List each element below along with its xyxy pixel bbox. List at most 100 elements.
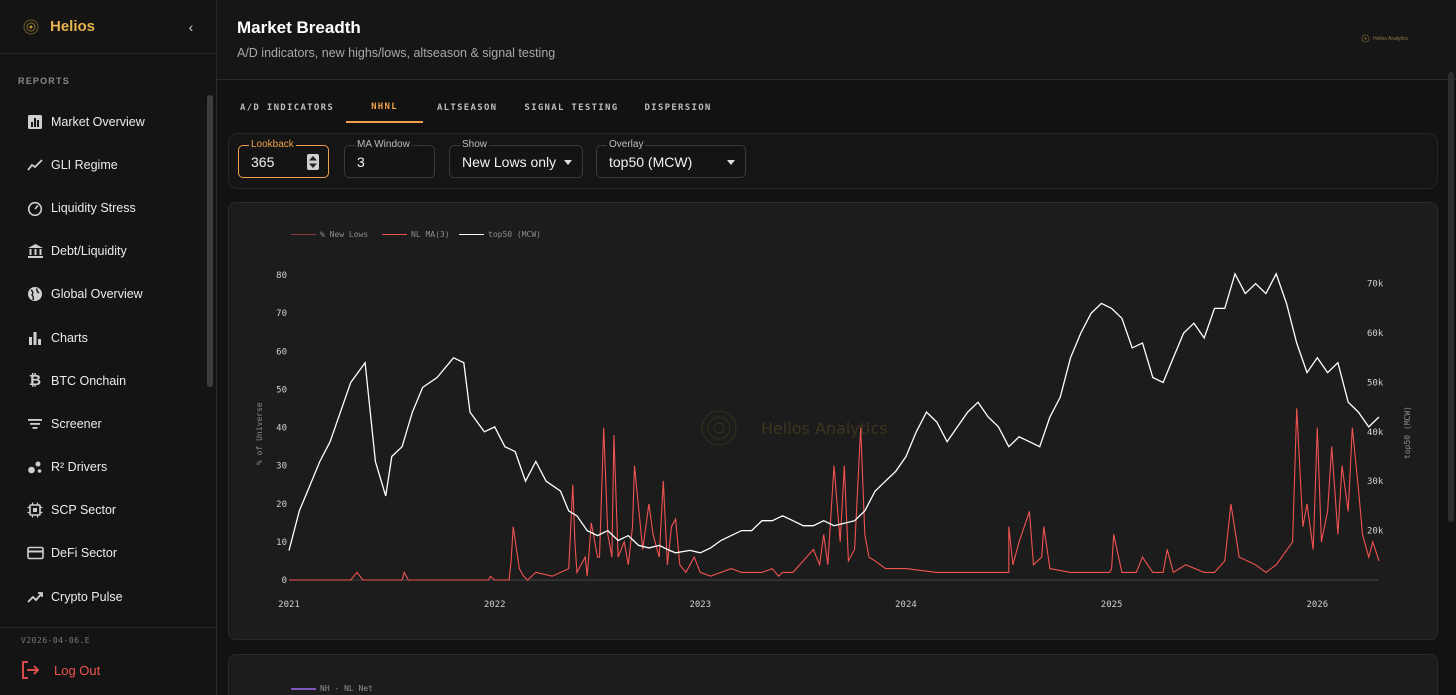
y-right-tick-label: 60k [1367,329,1384,339]
tab-altseason[interactable]: ALTSEASON [436,102,498,113]
sidebar-item-r2-drivers[interactable]: R² Drivers [0,446,206,489]
sidebar-item-label: SCP Sector [51,503,117,518]
sidebar-item-label: Charts [51,330,88,345]
logout-button[interactable]: Log Out [20,660,100,680]
y-tick-label: 30 [276,462,287,472]
page-subtitle: A/D indicators, new highs/lows, altseaso… [237,46,556,60]
trend-line-icon [26,156,44,174]
y-tick-label: 0 [282,576,287,586]
overlay-label: Overlay [607,139,646,150]
sidebar-item-label: Liquidity Stress [51,200,136,215]
show-label: Show [460,139,490,150]
tab-bar: A/D INDICATORS NHNL ALTSEASON SIGNAL TES… [228,92,725,124]
sidebar-item-label: Debt/Liquidity [51,244,127,259]
trend-up-icon [26,588,44,606]
legend-swatch [459,233,484,236]
sidebar-item-scp-sector[interactable]: SCP Sector [0,489,206,532]
page-scrollbar-thumb[interactable] [1448,72,1454,522]
watermark-text: Helios Analytics [761,419,888,438]
sidebar-item-liquidity-stress[interactable]: Liquidity Stress [0,186,206,229]
legend-item-new-lows[interactable]: % New Lows [291,230,368,239]
logout-label: Log Out [54,662,101,678]
header-watermark: Helios Analytics [1361,34,1408,43]
filter-lines-icon [26,415,44,433]
helios-logo-icon [23,19,39,34]
x-tick-label: 2025 [1101,600,1123,610]
y-right-tick-label: 40k [1367,428,1384,438]
overlay-select[interactable]: Overlay top50 (MCW) [596,139,746,178]
sidebar-item-debt-liquidity[interactable]: Debt/Liquidity [0,230,206,273]
sidebar-item-label: Market Overview [51,114,145,129]
tab-signal-testing[interactable]: SIGNAL TESTING [524,102,619,113]
brand[interactable]: Helios [0,0,216,54]
legend-swatch [291,233,316,236]
ma-window-label: MA Window [355,139,412,150]
collapse-sidebar-icon[interactable]: ‹ [188,19,194,35]
y-tick-label: 40 [276,424,287,434]
legend-label: % New Lows [320,230,369,239]
x-axis-ticks: 2021 2022 2023 2024 2025 2026 [278,600,1328,610]
sidebar-item-gli-regime[interactable]: GLI Regime [0,143,206,186]
y-tick-label: 20 [276,500,287,510]
sidebar-item-label: DeFi Sector [51,546,117,561]
y-right-tick-label: 70k [1367,280,1384,290]
controls-bar: Lookback 365 MA Window 3 Show New Lows o… [228,133,1438,189]
y-right-tick-label: 30k [1367,477,1384,487]
x-tick-label: 2024 [895,600,917,610]
sidebar-item-label: R² Drivers [51,460,108,475]
sidebar-item-market-overview[interactable]: Market Overview [0,100,206,143]
legend-item-nh-nl-net[interactable]: NH - NL Net [291,684,373,693]
bitcoin-icon: ₿ [28,372,42,390]
sidebar-item-label: BTC Onchain [51,373,127,388]
scatter-icon [26,458,44,476]
sidebar: Helios ‹ REPORTS Market Overview GLI Reg… [0,0,217,695]
legend-swatch [382,233,407,236]
sidebar-item-defi-sector[interactable]: DeFi Sector [0,532,206,575]
brand-name: Helios [50,18,96,35]
sidebar-item-screener[interactable]: Screener [0,402,206,445]
sidebar-scrollbar-thumb[interactable] [207,95,213,387]
sidebar-item-label: Crypto Pulse [51,589,123,604]
nhnl-chart[interactable]: Helios Analytics 0 10 20 30 40 50 60 70 80 20k 30… [229,203,1437,639]
bar-chart-icon [26,329,44,347]
sidebar-item-label: GLI Regime [51,157,118,172]
card-icon [26,544,44,562]
sidebar-item-global-overview[interactable]: Global Overview [0,273,206,316]
nhnl-chart-card: % New Lows NL MA(3) top50 (MCW) Helios A… [228,202,1438,640]
y-tick-label: 60 [276,347,287,357]
bar-chart-box-icon [26,113,44,131]
lookback-value: 365 [251,154,275,170]
show-select[interactable]: Show New Lows only [449,139,583,178]
page-title: Market Breadth [237,18,361,37]
y-axis-ticks: 0 10 20 30 40 50 60 70 80 [276,271,287,586]
spinner-icon[interactable] [307,154,319,170]
x-tick-label: 2021 [278,600,300,610]
helios-logo-icon [1361,34,1370,43]
y-right-tick-label: 20k [1367,527,1384,537]
y-right-axis-label: top50 (MCW) [1403,406,1412,459]
sidebar-item-crypto-pulse[interactable]: Crypto Pulse [0,575,206,618]
tab-dispersion[interactable]: DISPERSION [644,102,712,113]
y-right-tick-label: 50k [1367,378,1384,388]
tab-ad-indicators[interactable]: A/D INDICATORS [240,102,335,113]
sidebar-item-label: Global Overview [51,287,143,302]
legend-swatch [291,687,316,690]
lookback-input[interactable]: Lookback 365 [238,139,329,178]
sidebar-item-label: Screener [51,416,102,431]
sidebar-item-charts[interactable]: Charts [0,316,206,359]
series-nl-ma-line [289,408,1380,581]
ma-window-value: 3 [357,154,365,170]
x-tick-label: 2022 [484,600,506,610]
x-tick-label: 2023 [689,600,711,610]
header-watermark-text: Helios Analytics [1373,35,1409,42]
page-header: Market Breadth A/D indicators, new highs… [217,0,1456,80]
y-right-axis-ticks: 20k 30k 40k 50k 60k 70k [1367,280,1384,537]
sidebar-scrollbar[interactable] [206,95,214,625]
chevron-down-icon [564,160,572,165]
sidebar-item-btc-onchain[interactable]: ₿ BTC Onchain [0,359,206,402]
legend-item-top50[interactable]: top50 (MCW) [459,230,541,239]
nh-nl-net-chart-card: NH - NL Net [228,654,1438,695]
legend-item-nl-ma[interactable]: NL MA(3) [382,230,450,239]
ma-window-input[interactable]: MA Window 3 [344,139,435,178]
tab-nhnl[interactable]: NHNL [346,92,423,123]
